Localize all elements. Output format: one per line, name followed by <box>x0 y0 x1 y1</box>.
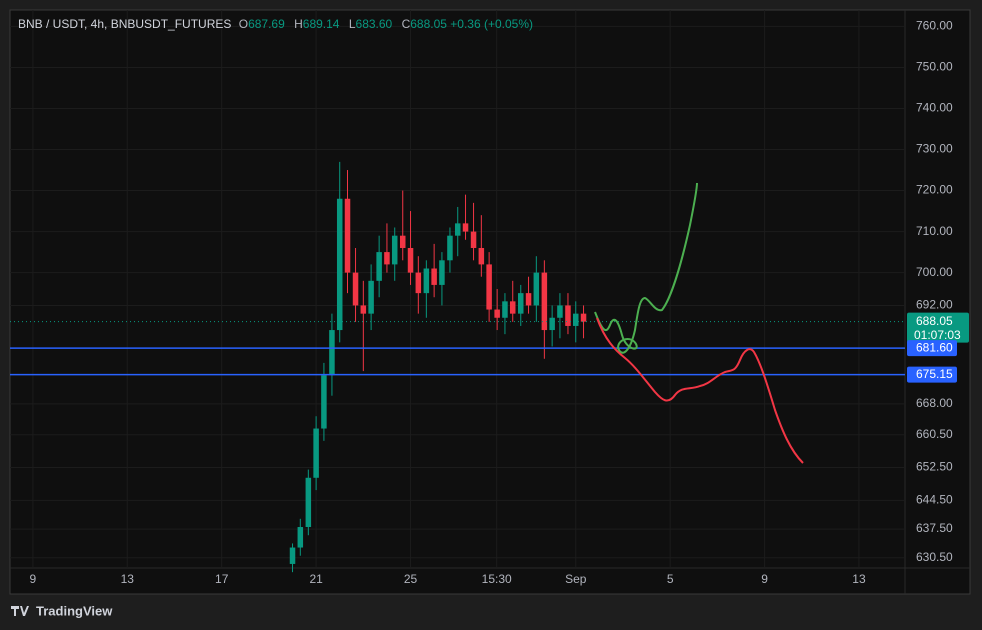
y-tick-label: 710.00 <box>916 224 953 238</box>
brand-logo <box>11 606 29 616</box>
y-tick-label: 630.50 <box>916 550 953 564</box>
candle-body <box>518 293 524 314</box>
candle-body <box>399 235 406 248</box>
candle-body <box>470 231 477 248</box>
candle-body <box>580 313 587 322</box>
x-tick-label: Sep <box>565 572 587 586</box>
candle-body <box>344 198 351 273</box>
candle-body <box>415 272 422 294</box>
candle-body <box>313 428 319 478</box>
candle-body <box>541 272 548 331</box>
candle-body <box>329 330 335 376</box>
x-tick-label: 15:30 <box>482 572 512 586</box>
symbol: BNB / USDT, 4h, BNBUSDT_FUTURES <box>18 17 232 31</box>
candle-body <box>336 198 343 331</box>
candle-body <box>525 293 532 306</box>
level-box <box>907 340 957 357</box>
brand: TradingView <box>36 603 113 618</box>
y-tick-label: 644.50 <box>916 493 953 507</box>
y-tick-label: 740.00 <box>916 101 953 115</box>
x-tick-label: 13 <box>852 572 866 586</box>
candle-body <box>462 223 469 232</box>
countdown: 01:07:03 <box>914 328 961 342</box>
candle-body <box>376 252 382 281</box>
y-tick-label: 760.00 <box>916 19 953 33</box>
last-price-box <box>907 312 969 343</box>
level-label: 681.60 <box>916 340 953 354</box>
last-price-label: 688.05 <box>916 314 953 328</box>
candle-body <box>494 309 500 318</box>
x-tick-label: 21 <box>309 572 323 586</box>
ohlc-value: 688.05 <box>410 17 447 31</box>
y-tick-label: 750.00 <box>916 60 953 74</box>
drawing-green <box>594 182 698 354</box>
x-tick-label: 9 <box>761 572 768 586</box>
candle-body <box>533 272 540 306</box>
y-tick-label: 730.00 <box>916 142 953 156</box>
ohlc-value: 687.69 <box>248 17 285 31</box>
candle-body <box>509 301 516 314</box>
candle-body <box>502 301 508 318</box>
candle-body <box>360 305 367 314</box>
candle-body <box>439 260 445 285</box>
y-tick-label: 668.00 <box>916 396 953 410</box>
candle-body <box>391 235 398 265</box>
candle-body <box>407 247 414 273</box>
candle-body <box>368 280 374 314</box>
y-tick-label: 720.00 <box>916 183 953 197</box>
x-tick-label: 25 <box>404 572 418 586</box>
x-tick-label: 17 <box>215 572 229 586</box>
level-label: 675.15 <box>916 367 953 381</box>
change: +0.36 (+0.05%) <box>450 17 534 31</box>
candle-body <box>486 264 492 310</box>
drawing-red <box>596 317 804 464</box>
candle-body <box>384 252 390 265</box>
ohlc-value: 689.14 <box>302 17 340 31</box>
candle-body <box>549 317 555 331</box>
candle-body <box>565 305 571 326</box>
x-tick-label: 9 <box>30 572 37 586</box>
candle-body <box>423 268 430 294</box>
ohlc-key: H <box>294 17 303 31</box>
x-tick-label: 13 <box>121 572 135 586</box>
candle-body <box>454 223 461 236</box>
candle-body <box>305 477 312 528</box>
y-tick-label: 660.50 <box>916 427 953 441</box>
y-tick-label: 692.00 <box>916 298 953 312</box>
level-box <box>907 366 957 383</box>
symbol-header: BNB / USDT, 4h, BNBUSDT_FUTURES O687.69 … <box>18 17 533 31</box>
candle-body <box>478 247 485 265</box>
candle-body <box>289 547 296 564</box>
candle-body <box>321 375 327 429</box>
candle-body <box>447 235 453 261</box>
ohlc-key: C <box>401 17 411 31</box>
y-tick-label: 637.50 <box>916 521 953 535</box>
y-tick-label: 652.50 <box>916 460 953 474</box>
candle-body <box>431 268 437 285</box>
candle-body <box>557 305 563 318</box>
ohlc-key: L <box>348 17 356 31</box>
candle-body <box>572 313 579 326</box>
ohlc-value: 683.60 <box>355 17 393 31</box>
candle-body <box>297 527 304 548</box>
candle-body <box>352 272 359 306</box>
x-tick-label: 5 <box>667 572 674 586</box>
y-tick-label: 700.00 <box>916 265 953 279</box>
ohlc-key: O <box>238 17 249 31</box>
plot: 760.00 750.00 740.00 730.00 720.00 710.00 700.… <box>10 10 970 594</box>
